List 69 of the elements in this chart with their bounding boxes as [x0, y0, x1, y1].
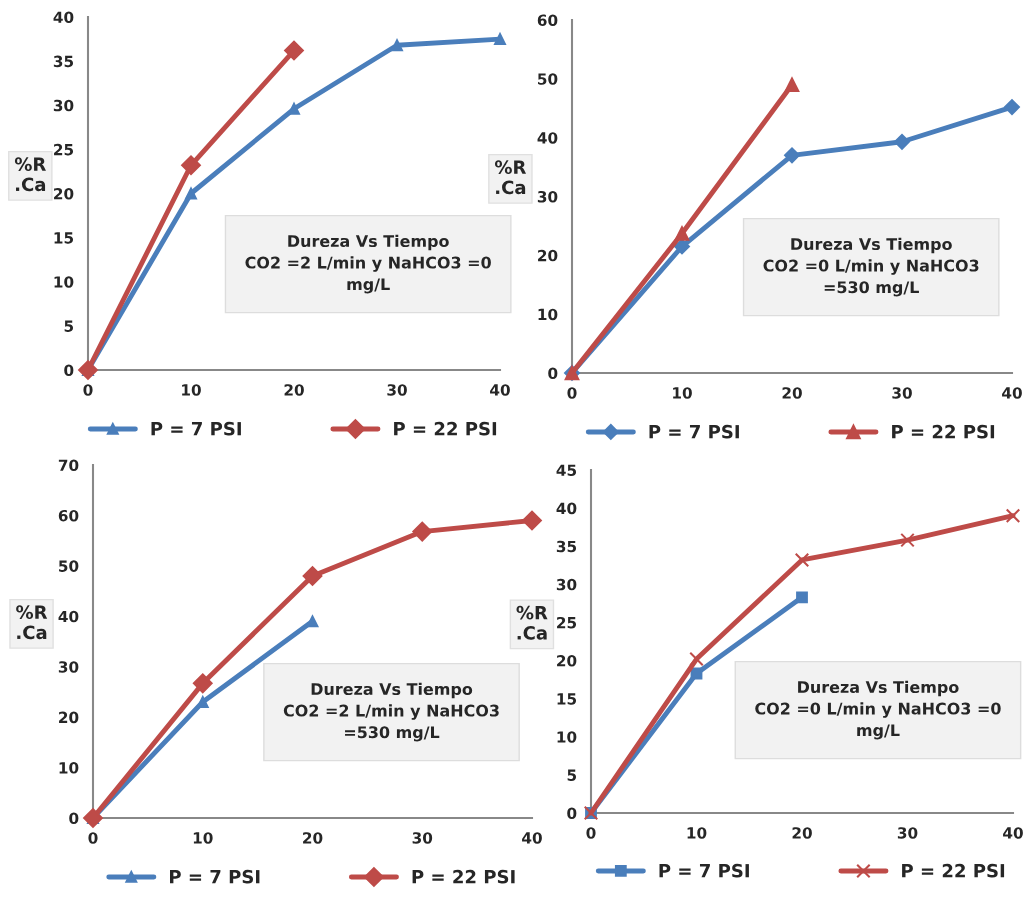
y-axis-title: %R .Ca — [494, 160, 527, 195]
y-tick-label: 40 — [58, 610, 79, 623]
x-tick-label: 0 — [88, 832, 98, 844]
legend-label: P = 7 PSI — [659, 863, 749, 878]
y-tick-label: 20 — [54, 187, 74, 200]
text: Dureza Vs Tiempo CO2 =0 L/min y NaHCO3 =0 mg/L — [755, 680, 1001, 740]
y-tick-label: 45 — [556, 464, 577, 477]
x-tick-label: 20 — [303, 832, 323, 844]
y-tick-label: 10 — [538, 308, 558, 321]
y-tick-label: 30 — [537, 190, 558, 203]
text: Dureza Vs Tiempo CO2 =2 L/min y NaHCO3 =530 mg/L — [283, 682, 499, 742]
legend-label: P = 22 PSI — [412, 869, 515, 884]
y-tick-label: 0 — [548, 367, 558, 380]
x-tick-label: 30 — [892, 387, 912, 399]
x-tick-label: 0 — [83, 384, 93, 396]
x-tick-label: 30 — [897, 827, 918, 839]
y-tick-label: 30 — [53, 99, 74, 112]
y-tick-label: 20 — [557, 655, 577, 667]
x-tick-label: 40 — [1002, 387, 1022, 399]
x-tick-label: 20 — [782, 387, 802, 399]
legend-label: P = 7 PSI — [151, 421, 241, 436]
y-tick-label: 5 — [64, 320, 74, 332]
y-tick-label: 50 — [538, 73, 558, 85]
y-tick-label: 10 — [54, 276, 74, 288]
y-tick-label: 10 — [59, 762, 79, 774]
y-tick-label: 15 — [54, 232, 74, 244]
x-tick-label: 30 — [387, 384, 407, 396]
y-tick-label: 60 — [58, 509, 79, 522]
x-tick-label: 0 — [586, 827, 596, 839]
y-tick-label: 25 — [557, 616, 577, 629]
y-tick-label: 15 — [557, 693, 577, 705]
x-tick-label: 20 — [284, 384, 304, 396]
y-tick-label: 50 — [59, 560, 79, 572]
x-tick-label: 20 — [792, 827, 812, 839]
x-tick-label: 30 — [412, 832, 433, 844]
y-tick-label: 10 — [557, 731, 577, 743]
x-tick-label: 10 — [182, 384, 201, 396]
y-tick-label: 0 — [64, 364, 74, 377]
y-tick-label: 20 — [538, 249, 558, 262]
y-tick-label: 5 — [567, 769, 577, 781]
x-tick-label: 10 — [673, 387, 692, 399]
text: Dureza Vs Tiempo CO2 =2 L/min y NaHCO3 =0 mg/L — [245, 234, 491, 294]
y-axis-title: %R .Ca — [16, 605, 48, 640]
x-tick-label: 10 — [193, 832, 213, 844]
y-tick-label: 0 — [69, 812, 79, 825]
y-axis-title: %R .Ca — [14, 157, 46, 192]
y-tick-label: 60 — [537, 14, 558, 27]
text: Dureza Vs Tiempo CO2 =0 L/min y NaHCO3 =530 mg/L — [763, 237, 979, 297]
y-axis-title: %R .Ca — [516, 605, 548, 640]
y-tick-label: 40 — [556, 502, 577, 515]
legend-label: P = 22 PSI — [394, 421, 497, 436]
x-tick-label: 40 — [490, 384, 510, 396]
x-tick-label: 10 — [687, 827, 707, 839]
legend-label: P = 22 PSI — [892, 424, 995, 439]
y-tick-label: 20 — [59, 711, 79, 724]
legend-label: P = 7 PSI — [170, 869, 260, 884]
y-tick-label: 25 — [54, 143, 74, 156]
x-tick-label: 40 — [522, 832, 542, 844]
y-tick-label: 0 — [567, 807, 577, 820]
y-tick-label: 30 — [58, 661, 79, 673]
y-tick-label: 40 — [537, 132, 558, 144]
y-tick-label: 35 — [53, 55, 74, 68]
x-tick-label: 40 — [1003, 827, 1023, 839]
legend-label: P = 7 PSI — [649, 424, 739, 439]
y-tick-label: 70 — [58, 459, 79, 472]
y-tick-label: 40 — [53, 11, 74, 24]
y-tick-label: 30 — [556, 578, 577, 591]
legend-label: P = 22 PSI — [902, 863, 1005, 878]
y-tick-label: 35 — [556, 540, 577, 553]
